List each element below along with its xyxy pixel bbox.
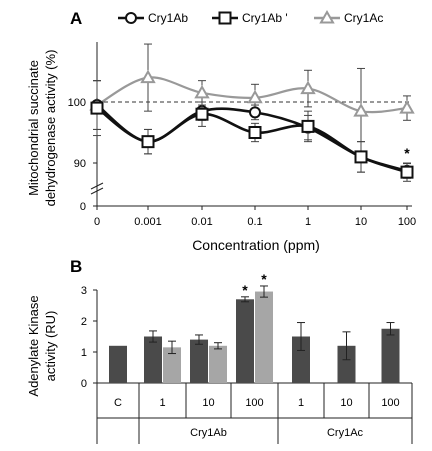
y-axis-label-line-2: dehydrogenase activity (%) [43,50,58,207]
data-point-triangle [353,103,369,117]
bar [109,345,127,383]
data-point-triangle [194,84,210,99]
category-label: 100 [245,397,263,409]
series-square [90,80,414,182]
significance-asterisk: * [404,145,410,161]
bar [209,345,227,383]
panel-a-label: A [70,9,82,28]
legend-label: Cry1Ac [344,11,383,25]
panel-b-label: B [70,257,82,276]
y-tick-label-b: 3 [81,285,87,297]
data-point-triangle [399,100,415,114]
y-tick-label-b: 2 [81,316,87,328]
category-label: C [114,397,122,409]
series-group [89,43,415,182]
legend-marker-square [218,11,232,25]
data-point-triangle [140,69,156,84]
legend-item: Cry1Ab ' [212,11,288,25]
x-tick-label: 0.001 [134,216,162,228]
category-label: 100 [381,397,399,409]
y-tick-label-b: 1 [81,347,87,359]
y-tick-labels-b: 0 1 2 3 [81,285,97,390]
legend-marker-triangle [319,9,335,24]
y-tick-label: 90 [74,158,86,170]
data-point-square [248,126,262,139]
bar-significance-asterisk: * [261,271,267,287]
bar [190,339,208,383]
bar [337,345,356,383]
y-axis-label-b-line-2: activity (RU) [43,311,58,382]
y-tick-labels: 0 90 100 [68,97,97,213]
category-label: 10 [340,397,352,409]
legend-item: Cry1Ab [118,11,188,25]
legend-marker-circle [125,12,137,24]
annotation-group: * [404,145,410,161]
x-tick-label: 0 [94,216,100,228]
bars-group: ** [109,271,400,383]
axis-break-mark-2 [90,187,104,195]
group-label: Cry1Ab [190,427,227,439]
bar [144,336,162,383]
legend-label: Cry1Ab [148,11,188,25]
data-point-square [141,135,155,149]
y-axis-label-b-line-1: Adenylate Kinase [26,295,41,396]
legend-label: Cry1Ab ' [242,11,288,25]
legend-item: Cry1Ac [314,9,383,25]
data-point-square [195,107,209,121]
bar-significance-asterisk: * [242,282,248,298]
data-point-triangle [300,80,316,95]
data-point-square [90,101,104,115]
category-label: 1 [298,397,304,409]
bar [236,299,254,383]
x-tick-label: 0.1 [247,216,262,228]
panel-a-line-chart: A Cry1Ab Cry1Ab ' Cry1Ac 0 90 100 0 0.001 0.01… [26,9,416,253]
axis-break-mark-1 [90,182,104,190]
bar [255,291,273,383]
bar [163,347,181,383]
category-label: 10 [202,397,214,409]
x-tick-label: 100 [398,216,416,228]
bar [381,328,400,383]
y-axis-label-line-1: Mitochondrial succinate [26,60,41,196]
y-tick-label: 100 [68,97,86,109]
category-label: 1 [159,397,165,409]
data-point-circle [249,106,261,119]
data-point-square [354,150,368,164]
x-tick-label: 1 [305,216,311,228]
data-point-square [301,119,315,133]
group-label: Cry1Ac [327,427,364,439]
y-tick-label: 0 [80,201,86,213]
y-tick-label-b: 0 [81,378,87,390]
data-point-triangle [247,89,263,104]
x-tick-label: 0.01 [191,216,212,228]
x-tick-labels: 0 0.001 0.01 0.1 1 10 100 [94,206,416,228]
bar [292,336,310,383]
x-axis-label: Concentration (ppm) [192,237,320,253]
data-point-square [400,165,414,179]
legend: Cry1Ab Cry1Ab ' Cry1Ac [118,9,383,25]
x-tick-label: 10 [355,216,367,228]
category-table: C 1 10 100 Cry1Ab 1 10 100 Cry1Ac [96,382,413,444]
